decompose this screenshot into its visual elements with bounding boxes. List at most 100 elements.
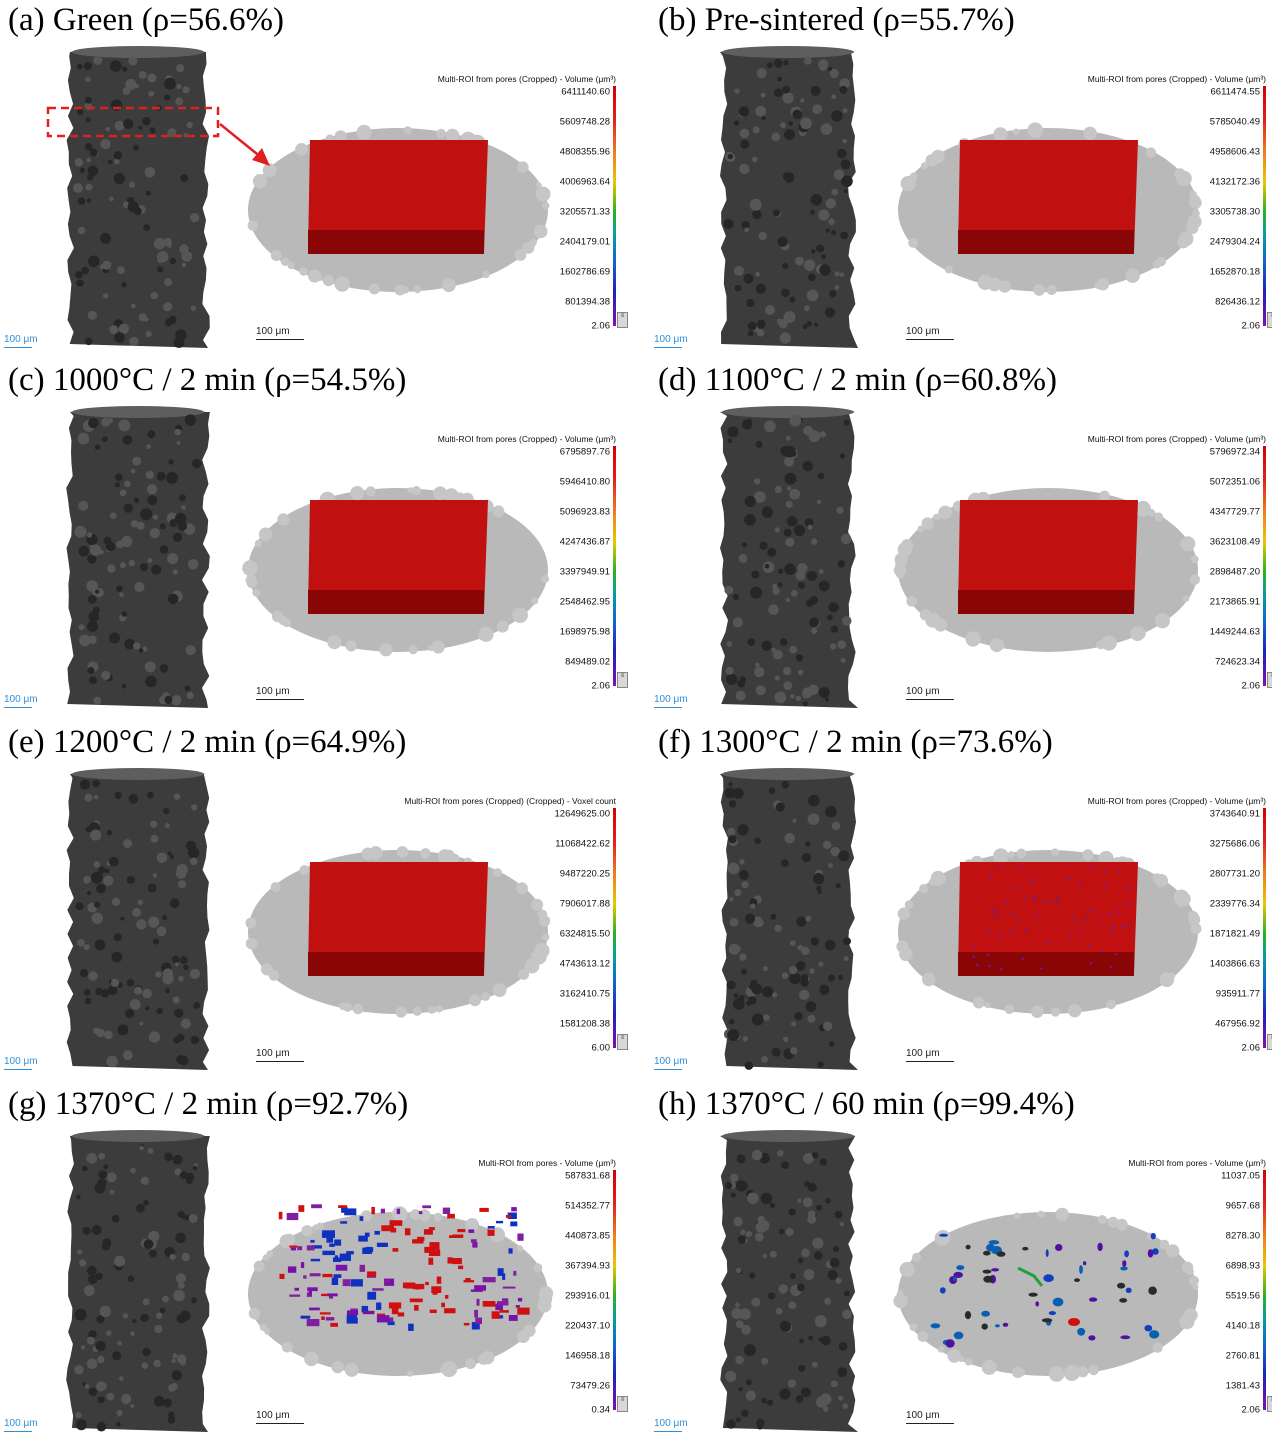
colorbar-tick-label: 2548462.95 [559, 596, 610, 608]
column-scale-label: 100 μm [654, 1418, 688, 1429]
colorbar-tick-label: 2.06 [1241, 1042, 1261, 1054]
panel-title: (f) 1300°C / 2 min (ρ=73.6%) [658, 724, 1053, 760]
colorbar-tick-label: 4247436.87 [559, 536, 610, 548]
colorbar-ticks: 6411140.60 5609748.28 4808355.96 4006963.64… [500, 86, 610, 332]
colorbar-title: Multi-ROI from pores (Cropped) - Volume … [1087, 796, 1266, 806]
colorbar-tick-label: 2807731.20 [1209, 868, 1260, 880]
scale-bar-line [256, 699, 304, 700]
roi-scale-label: 100 μm [906, 1410, 940, 1421]
colorbar-tick-label: 2404179.01 [559, 236, 610, 248]
colorbar-tick-label: 8278.30 [1225, 1230, 1260, 1242]
column-scale-bar: 100 μm [654, 334, 694, 348]
colorbar-tick-label: 3275686.06 [1209, 838, 1260, 850]
colorbar-tick-label: 11068422.62 [555, 838, 610, 850]
sample-column-render [720, 46, 858, 348]
colorbar-tick-label: 293916.01 [565, 1290, 610, 1302]
roi-scale-label: 100 μm [256, 686, 290, 697]
colorbar-tick-label: 1698975.98 [559, 626, 610, 638]
panel-title: (b) Pre-sintered (ρ=55.7%) [658, 2, 1015, 38]
scale-bar-line [654, 707, 682, 708]
colorbar-tick-label: 3305738.30 [1209, 206, 1260, 218]
colorbar-gradient [1263, 1170, 1266, 1410]
sample-column-render [66, 46, 210, 348]
colorbar-tick-label: 1652870.18 [1209, 266, 1260, 278]
colorbar-tick-label: 5072351.06 [1209, 476, 1260, 488]
colorbar-tick-label: 2.06 [1241, 1404, 1261, 1416]
colorbar-tick-label: 5519.56 [1225, 1290, 1260, 1302]
figure-panel: (c) 1000°C / 2 min (ρ=54.5%) Multi-ROI fr… [0, 360, 630, 718]
colorbar-ticks: 6611474.55 5785040.49 4958606.43 4132172.36… [1150, 86, 1261, 332]
colorbar-ticks: 12649625.00 11068422.62 9487220.25 7906017.… [500, 808, 610, 1054]
colorbar-title: Multi-ROI from pores (Cropped) - Volume … [437, 434, 616, 444]
colorbar-title: Multi-ROI from pores (Cropped) - Volume … [1087, 74, 1266, 84]
colorbar-gradient [613, 1170, 616, 1410]
scale-bar-line [906, 1423, 954, 1424]
colorbar-tick-label: 4132172.36 [1209, 176, 1260, 188]
column-scale-label: 100 μm [4, 1056, 38, 1067]
colorbar-tick-label: 1381.43 [1225, 1380, 1260, 1392]
colorbar-gradient [613, 808, 616, 1048]
colorbar-tick-label: 7906017.88 [559, 898, 610, 910]
column-scale-bar: 100 μm [4, 334, 44, 348]
roi-scale-label: 100 μm [256, 1048, 290, 1059]
colorbar-tick-label: 2479304.24 [1209, 236, 1260, 248]
roi-scale-bar: 100 μm [906, 1410, 966, 1424]
sample-column-render [720, 768, 858, 1070]
figure-panel: (h) 1370°C / 60 min (ρ=99.4%) Multi-ROI f… [650, 1084, 1272, 1442]
colorbar-title: Multi-ROI from pores - Volume (μm³) [1128, 1158, 1266, 1168]
colorbar-tick-label: 9487220.25 [559, 868, 610, 880]
panel-title: (g) 1370°C / 2 min (ρ=92.7%) [8, 1086, 409, 1122]
colorbar-settings-icon: ≡ [617, 672, 628, 688]
column-scale-bar: 100 μm [4, 1418, 44, 1432]
panel-title: (a) Green (ρ=56.6%) [8, 2, 285, 38]
colorbar-tick-label: 367394.93 [565, 1260, 610, 1272]
column-scale-bar: 100 μm [654, 1418, 694, 1432]
sample-column-render [66, 1130, 210, 1432]
roi-scale-bar: 100 μm [256, 686, 316, 700]
colorbar-tick-label: 5946410.80 [559, 476, 610, 488]
colorbar-tick-label: 2760.81 [1225, 1350, 1260, 1362]
colorbar-gradient [1263, 446, 1266, 686]
colorbar-title: Multi-ROI from pores - Volume (μm³) [478, 1158, 616, 1168]
colorbar-gradient [613, 86, 616, 326]
scale-bar-line [256, 1423, 304, 1424]
colorbar-ticks: 587831.68 514352.77 440873.85 367394.93 2939… [500, 1170, 610, 1416]
column-scale-label: 100 μm [654, 334, 688, 345]
colorbar-tick-label: 4743613.12 [559, 958, 610, 970]
scale-bar-line [4, 1069, 32, 1070]
panel-title: (c) 1000°C / 2 min (ρ=54.5%) [8, 362, 407, 398]
roi-pore-render [247, 124, 551, 296]
colorbar-tick-label: 849489.02 [565, 656, 610, 668]
colorbar-tick-label: 6.00 [591, 1042, 611, 1054]
colorbar-settings-icon: ≡ [1267, 1034, 1272, 1050]
colorbar-gradient [1263, 808, 1266, 1048]
roi-scale-label: 100 μm [906, 326, 940, 337]
roi-pore-render [242, 486, 549, 657]
colorbar-settings-icon: ≡ [617, 312, 628, 328]
roi-scale-bar: 100 μm [906, 1048, 966, 1062]
column-scale-bar: 100 μm [4, 1056, 44, 1070]
scale-bar-line [906, 699, 954, 700]
colorbar-tick-label: 801394.38 [565, 296, 610, 308]
roi-pore-render [245, 846, 551, 1018]
column-scale-label: 100 μm [654, 694, 688, 705]
colorbar-tick-label: 1449244.63 [1209, 626, 1260, 638]
scale-bar-line [4, 707, 32, 708]
colorbar-settings-icon: ≡ [617, 1034, 628, 1050]
colorbar-tick-label: 6898.93 [1225, 1260, 1260, 1272]
colorbar-tick-label: 1403866.63 [1209, 958, 1260, 970]
colorbar-tick-label: 6611474.55 [1210, 86, 1261, 98]
colorbar-tick-label: 6795897.76 [559, 446, 610, 458]
scale-bar-line [4, 1431, 32, 1432]
scale-bar-line [654, 347, 682, 348]
roi-scale-bar: 100 μm [906, 326, 966, 340]
colorbar-tick-label: 4347729.77 [1209, 506, 1260, 518]
column-scale-label: 100 μm [4, 694, 38, 705]
colorbar-settings-icon: ≡ [617, 1396, 628, 1412]
colorbar-ticks: 5796972.34 5072351.06 4347729.77 3623108.49… [1150, 446, 1260, 692]
roi-scale-bar: 100 μm [256, 1048, 316, 1062]
colorbar-tick-label: 3205571.33 [559, 206, 610, 218]
sample-column-render [66, 406, 210, 708]
zoom-callout-arrow [46, 106, 270, 166]
colorbar-gradient [613, 446, 616, 686]
